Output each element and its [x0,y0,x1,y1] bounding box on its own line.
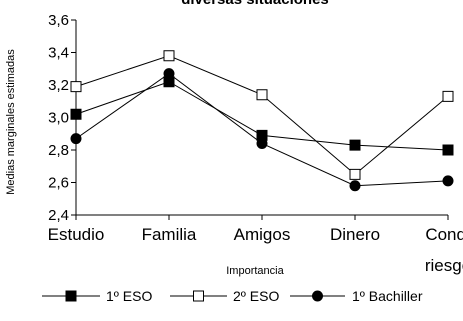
legend-marker [65,290,77,302]
y-tick-label: 3,6 [48,12,69,29]
data-point [70,108,82,120]
series-1 [70,76,454,156]
legend-label: 1º ESO [106,288,152,304]
legend-label: 2º ESO [233,288,279,304]
axes: 2,4 2,6 2,8 3,0 3,2 3,4 3,6 Estudio Familia Amigo… [48,12,463,275]
data-point [70,133,82,145]
y-tick-label: 2,8 [48,142,69,159]
y-tick-label: 2,6 [48,175,69,192]
legend: 1º ESO 2º ESO 1º Bachiller [42,288,423,304]
y-axis-title: Medias marginales estimadas [5,49,17,195]
data-point [442,90,454,102]
legend-label: 1º Bachiller [352,288,423,304]
legend-marker [193,290,204,302]
y-tick-label: 3,0 [48,110,69,127]
data-point [163,50,175,62]
y-tick-label: 3,2 [48,77,69,94]
data-point [442,175,454,187]
chart-title: diversas situaciones [181,0,329,8]
data-point [256,138,268,149]
x-axis-title: Importancia [226,265,284,277]
legend-item: 2º ESO [170,288,279,304]
legend-item: 1º Bachiller [290,288,423,304]
data-point [256,89,268,101]
series-line [75,55,449,176]
data-point [349,180,361,192]
data-point [163,68,175,80]
data-point [442,144,454,156]
series-3 [70,68,454,192]
series-2 [70,50,454,180]
legend-item: 1º ESO [42,288,152,304]
x-tick-label: Cond.riesgo [425,225,463,275]
data-point [349,168,361,180]
x-tick-label: Amigos [234,225,291,244]
y-tick-label: 2,4 [48,207,69,224]
x-tick-label: Familia [142,225,197,244]
data-point [70,81,82,93]
data-point [349,139,361,151]
y-tick-label: 3,4 [48,45,69,62]
series-layer [70,50,454,192]
x-tick-label: Dinero [330,225,380,244]
x-tick-label: Estudio [48,225,105,244]
legend-marker [312,290,323,302]
